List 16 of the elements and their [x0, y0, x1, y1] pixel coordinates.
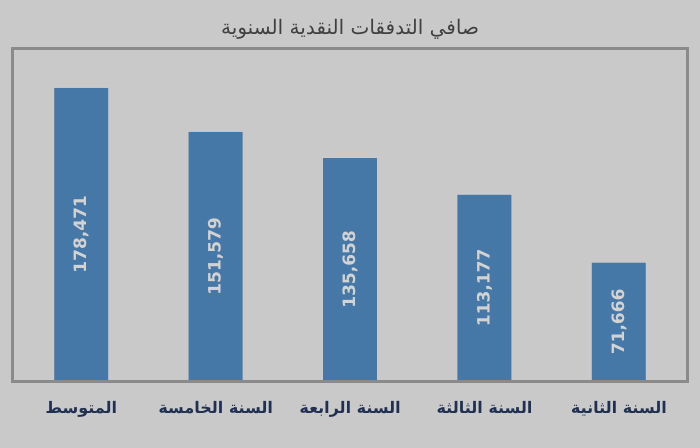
data-label: 151,579	[206, 217, 226, 295]
x-tick-label: السنة الرابعة	[299, 398, 401, 417]
bar	[54, 88, 108, 380]
x-tick-label: السنة الثانية	[570, 398, 667, 417]
bar	[188, 132, 243, 380]
data-label: 135,658	[340, 230, 360, 308]
x-tick-label: السنة الثالثة	[436, 398, 532, 417]
data-label: 113,177	[474, 248, 494, 326]
bar	[592, 262, 646, 380]
x-tick-label: السنة الخامسة	[158, 398, 273, 417]
data-label: 71,666	[608, 288, 629, 354]
x-tick-label: المتوسط	[45, 398, 118, 417]
bar	[457, 194, 512, 380]
bar	[323, 158, 377, 380]
chart-title: صافي التدفقات النقدية السنوية	[221, 15, 479, 39]
data-label: 178,471	[71, 195, 92, 273]
